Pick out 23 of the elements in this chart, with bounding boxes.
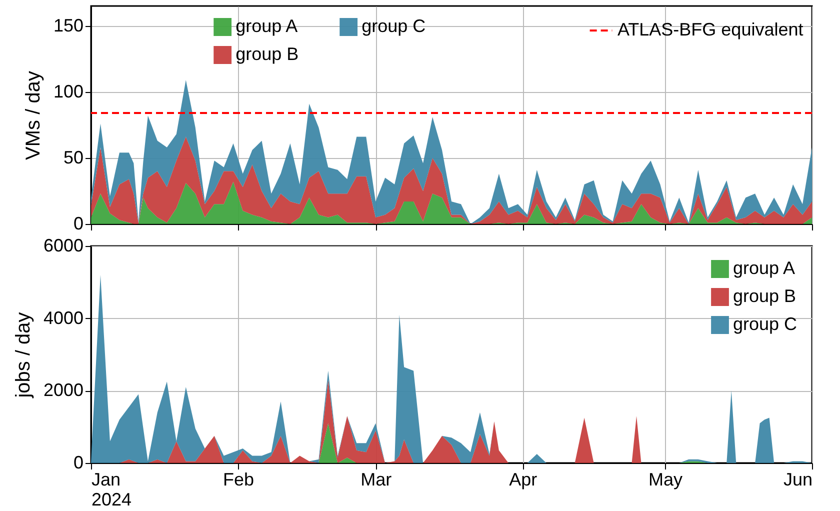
legend-label: group A [733,258,796,278]
x-tick-label: Mar [360,470,392,490]
y-tick-label: 100 [53,81,84,102]
legend-label: group C [733,314,798,334]
x-tick-label: Jan 2024 [92,470,132,510]
y-tick-label: 4000 [43,308,84,328]
x-tick-label: Jun [783,470,812,490]
legend-label: ATLAS-BFG equivalent [617,20,804,40]
y-axis-title: VMs / day [22,71,44,160]
x-tick-label: Apr [509,470,538,490]
y-tick-label: 0 [73,214,84,234]
legend-label: group C [362,16,426,36]
legend-label: group B [236,44,299,64]
x-tick-label: Feb [223,470,254,490]
x-tick-label: May [648,470,682,490]
y-tick-label: 2000 [43,380,84,400]
y-tick-label: 6000 [43,236,84,256]
y-tick-label: 50 [63,147,84,168]
y-tick-label: 0 [73,452,84,472]
legend-label: group A [236,16,298,36]
y-tick-label: 150 [53,15,84,36]
y-axis-title: jobs / day [12,312,34,399]
legend-label: group B [733,286,796,306]
